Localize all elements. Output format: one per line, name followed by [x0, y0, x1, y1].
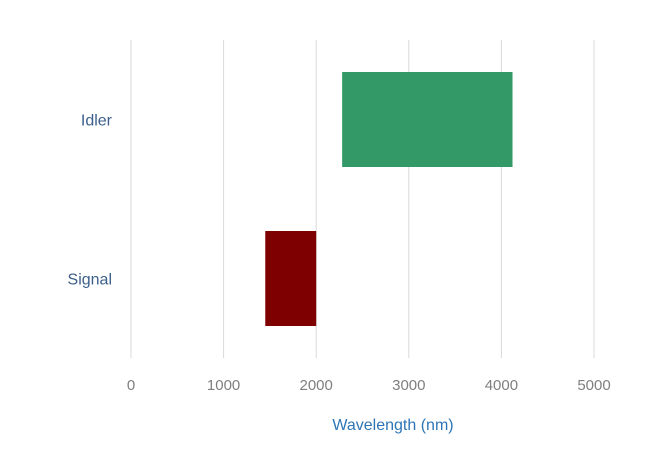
x-tick-label: 2000 — [300, 377, 333, 394]
bars — [265, 72, 513, 326]
category-labels: Signal Idler — [68, 113, 113, 289]
bar-idler — [342, 72, 513, 167]
x-tick-label: 1000 — [207, 377, 240, 394]
x-tick-label: 5000 — [577, 377, 610, 394]
x-tick-labels: 0 1000 2000 3000 4000 5000 — [127, 377, 611, 394]
bar-signal — [265, 231, 317, 326]
category-label-signal: Signal — [68, 272, 112, 289]
x-tick-label: 3000 — [392, 377, 425, 394]
x-axis-title: Wavelength (nm) — [332, 417, 453, 434]
category-label-idler: Idler — [81, 113, 113, 130]
x-tick-label: 4000 — [485, 377, 518, 394]
x-tick-label: 0 — [127, 377, 135, 394]
